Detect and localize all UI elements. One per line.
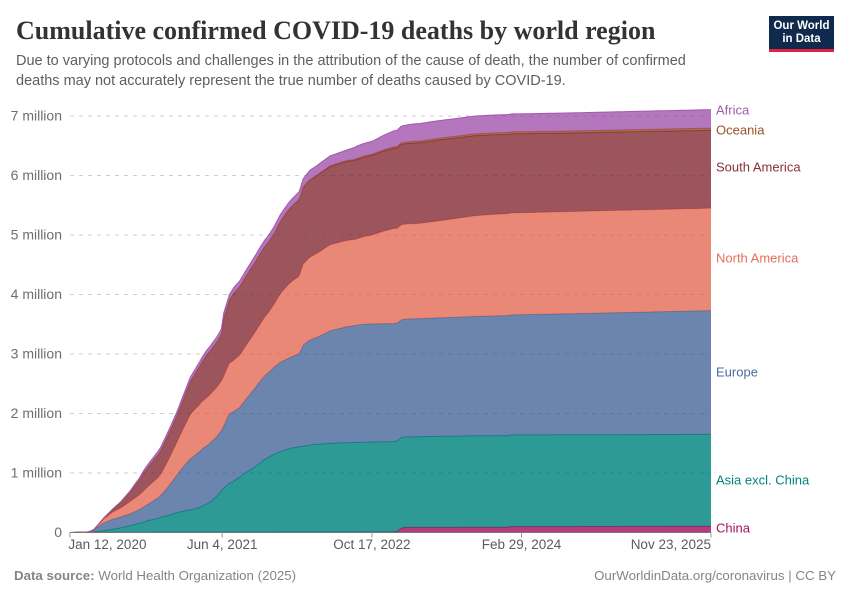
svg-text:6 million: 6 million [11, 167, 62, 183]
svg-text:3 million: 3 million [11, 346, 62, 362]
svg-text:North America: North America [716, 251, 799, 266]
svg-text:Jan 12, 2020: Jan 12, 2020 [68, 537, 146, 552]
svg-text:4 million: 4 million [11, 286, 62, 302]
svg-text:South America: South America [716, 160, 801, 175]
svg-text:Nov 23, 2025: Nov 23, 2025 [631, 537, 711, 552]
svg-text:2 million: 2 million [11, 405, 62, 421]
svg-text:Feb 29, 2024: Feb 29, 2024 [482, 537, 562, 552]
svg-text:China: China [716, 521, 751, 536]
svg-text:5 million: 5 million [11, 227, 62, 243]
svg-text:1 million: 1 million [11, 465, 62, 481]
svg-text:Oceania: Oceania [716, 123, 765, 138]
svg-text:7 million: 7 million [11, 108, 62, 124]
svg-text:Asia excl. China: Asia excl. China [716, 473, 810, 488]
svg-text:Europe: Europe [716, 365, 758, 380]
svg-text:Jun 4, 2021: Jun 4, 2021 [187, 537, 258, 552]
svg-text:0: 0 [54, 524, 62, 540]
svg-text:Oct 17, 2022: Oct 17, 2022 [333, 537, 410, 552]
svg-text:Africa: Africa [716, 103, 750, 118]
